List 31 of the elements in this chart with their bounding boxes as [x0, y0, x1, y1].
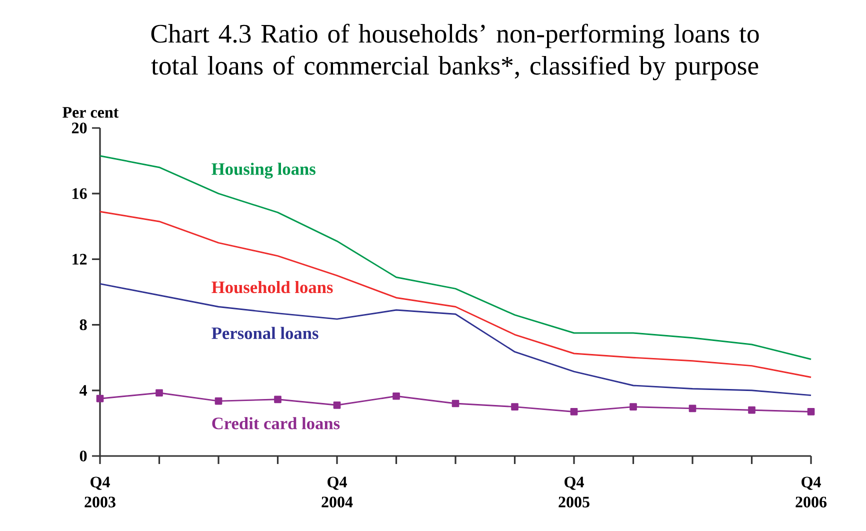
y-axis-title: Per cent: [62, 107, 119, 118]
series-label: Housing loans: [212, 162, 316, 179]
x-tick-label: Q4 2006: [796, 476, 827, 508]
y-tick-label: 4: [80, 385, 87, 396]
x-tick-label: Q4 2003: [84, 476, 116, 508]
series-label: Household loans: [212, 280, 333, 294]
point: [688, 404, 696, 412]
point: [748, 406, 756, 414]
x-tick-label: Q4 2005: [558, 476, 590, 508]
y-tick-label: 20: [72, 122, 87, 134]
x-tick-label: Q4 2004: [322, 476, 353, 508]
line-series: [99, 210, 812, 378]
point: [452, 400, 460, 408]
series-label: Personal loans: [212, 326, 318, 340]
point: [333, 401, 341, 409]
series-label: Credit card loans: [212, 417, 340, 430]
y-tick-label: 16: [72, 188, 87, 199]
y-tick-label: 0: [80, 450, 87, 462]
line-series: [99, 155, 812, 360]
point: [274, 396, 282, 404]
point: [156, 389, 163, 397]
point: [511, 403, 518, 410]
point: [96, 394, 104, 402]
y-tick-label: 12: [72, 254, 87, 264]
y-tick-label: 8: [80, 319, 87, 330]
point: [630, 403, 637, 410]
chart-title: Chart 4.3 Ratio of households’ non-performing loans to total loans of commercial banks*, classified by purpose: [151, 24, 759, 80]
point: [570, 408, 578, 416]
point: [807, 408, 815, 416]
point: [392, 392, 400, 400]
point: [214, 397, 222, 405]
